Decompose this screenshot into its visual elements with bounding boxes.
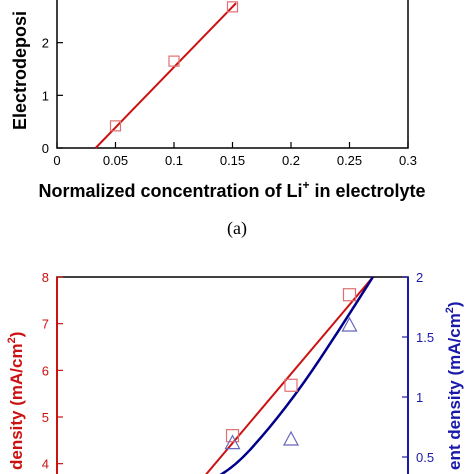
y-right-title-superscript: 2 (444, 307, 456, 313)
y-ticks-left-b: 4 5 6 7 8 (42, 270, 63, 472)
y-tick-label-right-b: 1.5 (416, 330, 434, 345)
x-ticks-a: 0 0.05 0.1 0.15 0.2 0.25 0.3 (53, 142, 417, 168)
y-left-title-main: density (mA/cm (7, 343, 26, 470)
data-point-a (109, 120, 122, 132)
y-tick-label-a: 1 (42, 88, 49, 103)
data-point-square-b (284, 378, 298, 392)
fit-line-a (94, 2, 237, 149)
y-tick-label-a: 0 (42, 141, 49, 156)
y-left-title-superscript: 2 (6, 337, 18, 343)
chart-panel-a: 0 0.05 0.1 0.15 0.2 0.25 0.3 0 1 2 Electrodeposi… (10, 0, 426, 239)
data-point-triangle-b (341, 316, 358, 332)
data-point-square-b (225, 429, 240, 443)
y-tick-label-right-b: 0.5 (416, 450, 434, 465)
x-tick-label-a: 0 (53, 153, 60, 168)
panel-label-a: (a) (227, 218, 247, 239)
x-axis-title-main: Normalized concentration of Li (38, 181, 302, 201)
data-point-square-b (342, 288, 357, 302)
y-tick-label-left-b: 6 (42, 363, 49, 378)
fit-curve-right-b (219, 276, 374, 474)
plot-marks-b (205, 276, 374, 474)
y-axis-title-right-b: ent density (mA/cm2) (444, 301, 464, 470)
x-tick-label-a: 0.05 (103, 153, 128, 168)
y-tick-label-left-b: 8 (42, 270, 49, 285)
y-left-title-suffix: ) (7, 332, 26, 338)
y-tick-label-left-b: 7 (42, 317, 49, 332)
x-tick-label-a: 0.1 (165, 153, 183, 168)
data-point-a (226, 1, 239, 13)
x-tick-label-a: 0.3 (399, 153, 417, 168)
y-right-title-main: ent density (mA/cm (445, 313, 464, 470)
plot-area-a (56, 0, 409, 149)
y-axis-title-left-b: density (mA/cm2) (6, 332, 26, 470)
y-ticks-a: 0 1 2 (42, 36, 63, 156)
y-axis-title-a: Electrodeposi (10, 11, 30, 130)
x-tick-label-a: 0.25 (337, 153, 362, 168)
x-axis-title-a: Normalized concentration of Li+ in elect… (38, 178, 425, 201)
x-tick-label-a: 0.2 (282, 153, 300, 168)
data-point-triangle-b (224, 434, 241, 450)
plot-marks-a (94, 1, 239, 149)
data-point-a (168, 55, 180, 67)
y-tick-label-right-b: 2 (416, 270, 423, 285)
y-tick-label-right-b: 1 (416, 390, 423, 405)
x-axis-title-superscript: + (302, 178, 309, 192)
y-right-title-suffix: ) (445, 301, 464, 307)
y-tick-label-left-b: 4 (42, 457, 49, 472)
data-point-triangle-b (282, 430, 300, 446)
y-ticks-right-b: 0.5 1 1.5 2 (402, 270, 434, 465)
y-tick-label-a: 2 (42, 36, 49, 51)
x-axis-title-suffix: in electrolyte (310, 181, 426, 201)
y-tick-label-left-b: 5 (42, 410, 49, 425)
x-tick-label-a: 0.15 (220, 153, 245, 168)
